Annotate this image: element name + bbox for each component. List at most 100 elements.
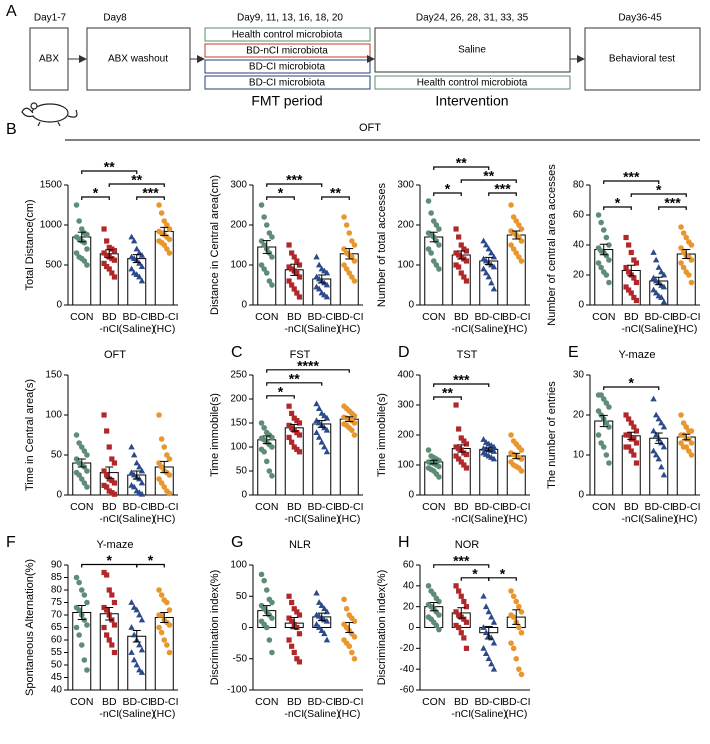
chart-title: Y-maze: [97, 539, 134, 551]
data-point: [138, 479, 146, 486]
x-tick-label: (Saline): [471, 513, 507, 525]
x-tick-label: -nCI: [451, 708, 471, 720]
y-tick-label: 20: [403, 601, 415, 612]
day-label: Day9, 11, 13, 16, 18, 20: [237, 13, 343, 24]
data-point: [289, 250, 295, 256]
data-point: [138, 277, 146, 284]
data-point: [318, 438, 325, 445]
data-point: [294, 609, 300, 615]
significance-bracket: [433, 166, 490, 170]
x-tick-label: BD: [454, 501, 469, 513]
box-label: Behavioral test: [609, 54, 675, 65]
y-tick-label: 40: [573, 240, 585, 251]
x-tick-label: BD: [102, 311, 117, 323]
data-point: [286, 278, 292, 284]
x-tick-label: CON: [422, 696, 445, 708]
significance-bracket: [108, 183, 165, 187]
data-point: [480, 624, 487, 630]
data-point: [461, 274, 467, 280]
data-point: [436, 457, 442, 464]
x-tick-label: (Saline): [471, 708, 507, 720]
significance-bracket: [603, 180, 660, 184]
data-point: [658, 268, 665, 275]
data-point: [626, 287, 632, 293]
panel-letter: E: [568, 344, 579, 361]
data-point: [294, 624, 300, 631]
data-point: [323, 448, 331, 455]
x-tick-label: BD-CI: [335, 501, 364, 513]
x-tick-label: CON: [70, 311, 93, 323]
y-tick-label: 500: [45, 260, 62, 271]
data-point: [111, 274, 118, 280]
data-point: [158, 210, 165, 216]
data-point: [166, 250, 173, 256]
data-point: [263, 624, 270, 631]
x-tick-label: BD-CI: [644, 311, 673, 323]
data-point: [101, 569, 107, 576]
y-tick-label: 0: [241, 622, 247, 633]
data-point: [161, 484, 168, 490]
data-point: [660, 471, 668, 478]
significance-label: ***: [664, 195, 681, 211]
data-point: [606, 404, 612, 410]
data-point: [111, 622, 118, 628]
chart-title: FST: [290, 349, 311, 361]
data-point: [603, 420, 610, 426]
data-point: [161, 444, 168, 450]
data-point: [349, 427, 355, 434]
y-tick-label: 100: [230, 442, 247, 453]
x-tick-label: -nCI: [284, 323, 304, 335]
data-point: [111, 480, 118, 486]
data-point: [436, 474, 442, 480]
data-point: [351, 618, 358, 625]
data-point: [631, 452, 637, 458]
data-point: [652, 411, 660, 418]
data-point: [138, 669, 146, 675]
x-tick-label: -nCI: [99, 708, 119, 720]
x-tick-label: BD-CI: [335, 696, 364, 708]
chart-title: NOR: [455, 539, 480, 551]
data-point: [166, 622, 173, 628]
y-tick-label: 0: [241, 300, 247, 311]
x-tick-label: CON: [422, 311, 445, 323]
data-point: [133, 459, 140, 466]
data-point: [456, 588, 462, 594]
data-point: [680, 432, 687, 438]
data-point: [626, 416, 632, 422]
x-tick-label: -nCI: [621, 323, 641, 335]
x-tick-label: BD-CI: [150, 311, 179, 323]
x-tick-label: (Saline): [119, 323, 155, 335]
data-point: [482, 241, 490, 248]
data-point: [164, 642, 170, 648]
data-point: [101, 250, 107, 256]
x-tick-label: CON: [255, 501, 278, 513]
data-point: [346, 643, 353, 650]
data-point: [660, 298, 668, 305]
data-point: [313, 400, 320, 407]
data-point: [164, 452, 170, 458]
data-point: [351, 420, 358, 426]
data-point: [104, 428, 110, 434]
data-point: [136, 463, 143, 470]
data-point: [111, 599, 118, 606]
data-point: [289, 439, 295, 445]
data-point: [343, 266, 350, 272]
data-point: [111, 257, 118, 263]
significance-label: **: [131, 172, 142, 188]
data-point: [463, 441, 470, 447]
data-point: [138, 263, 146, 269]
data-point: [343, 605, 350, 612]
significance-label: ***: [494, 181, 511, 197]
data-point: [289, 599, 295, 606]
data-point: [81, 258, 88, 264]
chart: Distance in Central area(cm) 0 100 200 300 CO…: [209, 172, 364, 335]
x-tick-label: BD-CI: [122, 311, 151, 323]
y-tick-label: 0: [241, 490, 247, 501]
data-point: [623, 234, 629, 241]
data-point: [603, 252, 610, 259]
data-point: [269, 254, 275, 260]
y-tick-label: 200: [230, 394, 247, 405]
data-point: [463, 278, 470, 284]
data-point: [156, 476, 162, 482]
data-point: [652, 451, 660, 458]
